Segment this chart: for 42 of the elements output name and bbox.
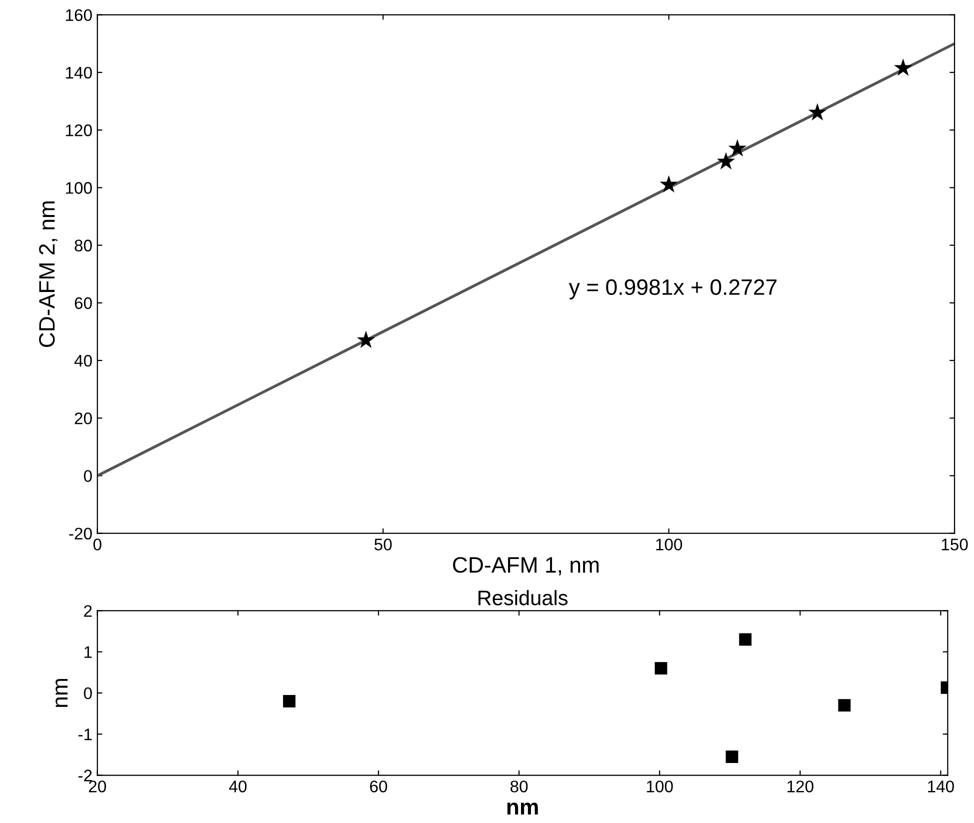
- point: [660, 175, 678, 193]
- x-axis-title: CD-AFM 1, nm: [453, 557, 599, 576]
- x-tick-label: 140: [928, 780, 954, 792]
- point: [894, 58, 912, 76]
- y-tick-label: 60: [74, 297, 92, 310]
- point: [728, 139, 746, 156]
- point: [716, 152, 736, 170]
- y-tick-label: 0: [84, 470, 92, 482]
- x-tick-label: 100: [656, 538, 682, 550]
- x-tick-label: 120: [787, 780, 814, 792]
- point: [283, 694, 296, 708]
- y-tick-label: 100: [66, 182, 92, 194]
- y-tick-label: 2: [84, 605, 92, 617]
- y-tick-label: 20: [74, 412, 92, 424]
- y-tick-label: 0: [84, 687, 92, 700]
- y-axis-title: CD-AFM 2, nm: [39, 201, 58, 348]
- x-tick-label: 40: [229, 780, 247, 792]
- point: [808, 103, 826, 120]
- y-tick-label: -1: [78, 728, 92, 740]
- y-tick-label: 40: [74, 354, 92, 367]
- y-tick-label: -20: [69, 528, 92, 540]
- x-tick-label: 50: [374, 538, 392, 550]
- x-tick-label: 100: [646, 780, 673, 792]
- point: [739, 633, 752, 646]
- y-tick-label: 1: [84, 646, 92, 658]
- point: [726, 750, 738, 763]
- y-tick-label: -2: [78, 770, 92, 782]
- x-tick-label: 0: [93, 538, 102, 550]
- x-tick-label: 150: [942, 538, 968, 550]
- point: [654, 662, 668, 674]
- y-tick-label: 80: [74, 240, 92, 252]
- y-tick-label: 120: [66, 124, 92, 136]
- y-tick-label: 140: [66, 66, 92, 79]
- point: [838, 699, 851, 712]
- x-axis-title: nm: [507, 802, 538, 815]
- x-tick-label: 80: [510, 780, 528, 792]
- x-tick-label: 60: [370, 780, 388, 792]
- y-tick-label: 160: [66, 9, 92, 22]
- point: [356, 330, 376, 348]
- chart-title: Residuals: [478, 590, 568, 606]
- annotation: y = 0.9981x + 0.2727: [568, 279, 777, 300]
- y-axis-title: nm: [56, 678, 68, 707]
